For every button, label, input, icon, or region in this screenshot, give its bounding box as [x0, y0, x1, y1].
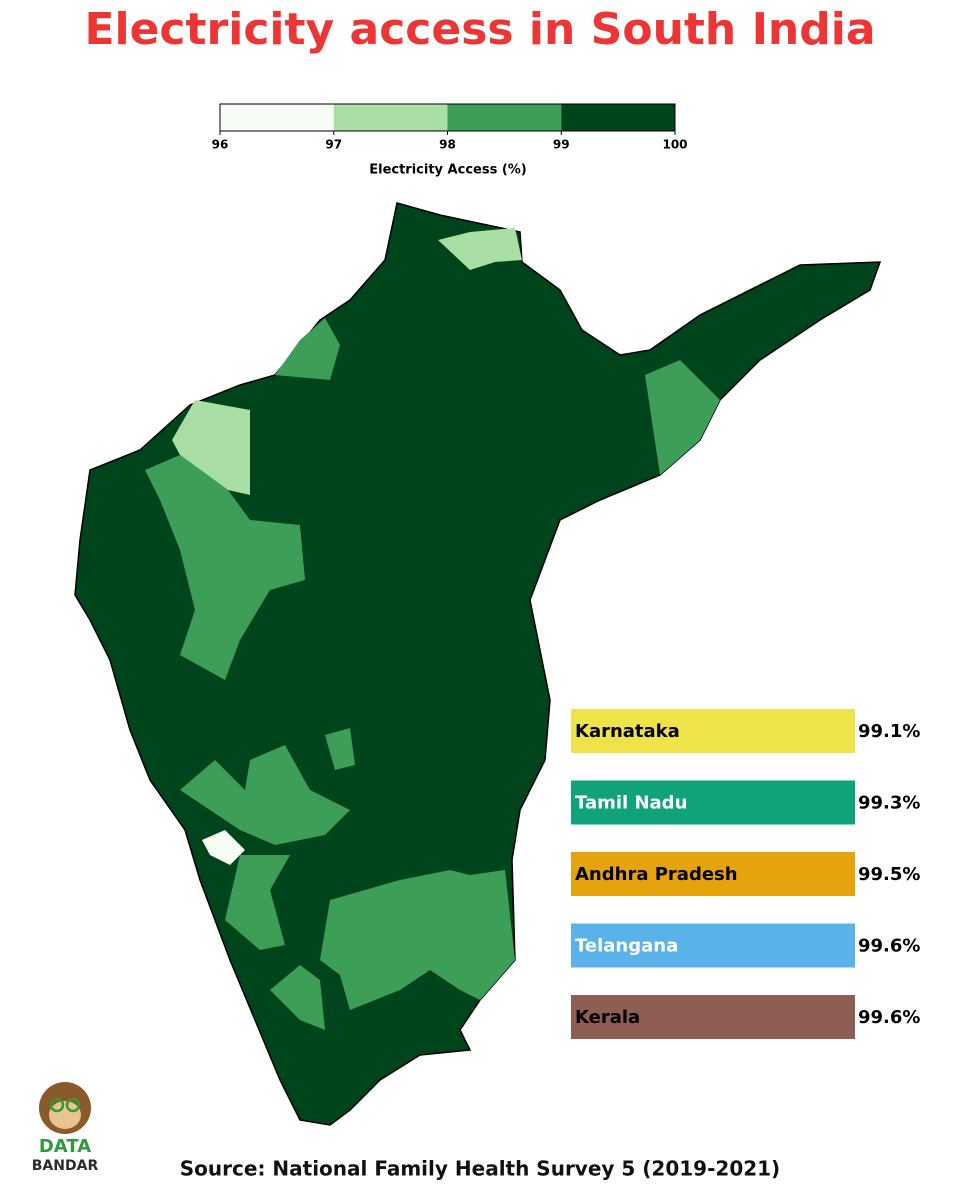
- state-value: 99.6%: [858, 1007, 920, 1028]
- state-list: Karnataka 99.1% Tamil Nadu 99.3% Andhra Prad…: [571, 709, 920, 1039]
- colorbar-tick-label: 99: [553, 138, 570, 152]
- district-mid: [225, 855, 290, 950]
- logo-text: BANDAR: [32, 1158, 99, 1174]
- logo-face: [49, 1101, 81, 1129]
- state-name: Karnataka: [575, 721, 680, 742]
- state-name: Telangana: [575, 936, 678, 957]
- colorbar-swatch: [561, 104, 675, 131]
- district-mid: [145, 455, 305, 680]
- state-bar: [571, 709, 855, 753]
- district-mid: [325, 728, 355, 770]
- state-value: 99.1%: [858, 721, 920, 742]
- state-bar: [571, 923, 855, 968]
- district-mid: [645, 360, 720, 475]
- logo: DATA BANDAR: [32, 1082, 99, 1174]
- district-mid: [320, 870, 515, 1010]
- state-name: Tamil Nadu: [575, 793, 687, 814]
- state-name: Andhra Pradesh: [575, 864, 738, 885]
- district-mid: [275, 318, 340, 380]
- district-light: [172, 400, 250, 495]
- colorbar-swatch: [447, 104, 562, 131]
- district-light: [438, 228, 522, 270]
- district-white: [202, 830, 245, 865]
- logo-glasses: [65, 1097, 81, 1113]
- title: Electricity access in South India: [84, 4, 875, 55]
- state-bar: [571, 780, 855, 825]
- colorbar: 96 97 98 99 100: [212, 103, 688, 152]
- colorbar-label: Electricity Access (%): [369, 163, 527, 178]
- logo-glasses: [49, 1097, 65, 1113]
- source: Source: National Family Health Survey 5 …: [180, 1157, 780, 1181]
- colorbar-tick-label: 97: [325, 138, 342, 152]
- state-value: 99.6%: [858, 936, 920, 957]
- district-mid: [180, 745, 350, 845]
- state-value: 99.5%: [858, 864, 920, 885]
- state-bar: [571, 852, 855, 896]
- state-bar: [571, 995, 855, 1039]
- state-value: 99.3%: [858, 793, 920, 814]
- colorbar-tick-label: 100: [662, 138, 687, 152]
- colorbar-swatch: [220, 104, 334, 131]
- colorbar-swatch: [333, 104, 448, 131]
- colorbar-tick-label: 96: [212, 138, 229, 152]
- map: [74, 202, 882, 1126]
- logo-text: DATA: [39, 1136, 91, 1157]
- colorbar-tick-label: 98: [439, 138, 456, 152]
- district-mid: [270, 965, 325, 1030]
- state-name: Kerala: [575, 1007, 640, 1028]
